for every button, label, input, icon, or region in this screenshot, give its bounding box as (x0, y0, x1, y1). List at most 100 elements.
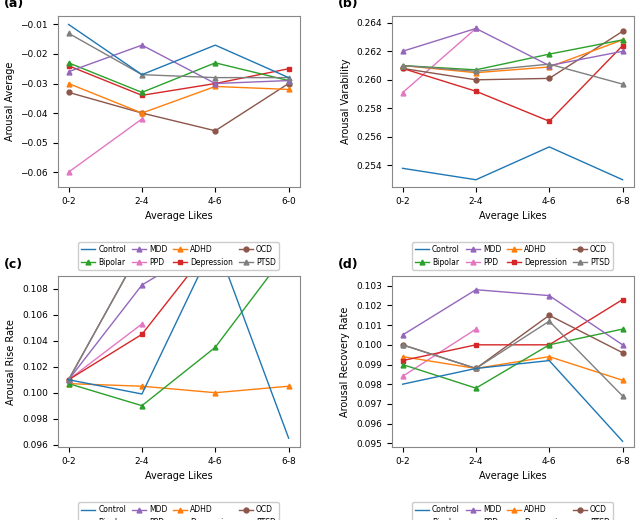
MDD (545, 292, 553, 298)
Control (138, 391, 146, 397)
Line: PTSD: PTSD (400, 319, 625, 398)
Line: PTSD: PTSD (66, 245, 291, 382)
Depression (211, 81, 219, 87)
Line: PPD: PPD (400, 26, 478, 95)
PTSD (399, 62, 406, 69)
PTSD (285, 244, 292, 251)
OCD (619, 28, 627, 34)
Depression (65, 63, 72, 69)
OCD (138, 110, 146, 116)
Control (545, 357, 553, 363)
Depression (399, 66, 406, 72)
Line: Depression: Depression (66, 228, 291, 382)
PPD (399, 89, 406, 96)
Depression (472, 88, 480, 94)
Control (619, 177, 627, 183)
MDD (619, 342, 627, 348)
Control (138, 72, 146, 78)
Bipolar (399, 62, 406, 69)
Line: Control: Control (403, 147, 623, 180)
OCD (472, 366, 480, 372)
Line: Bipolar: Bipolar (66, 248, 291, 408)
Line: ADHD: ADHD (66, 381, 291, 395)
ADHD (65, 381, 72, 387)
OCD (285, 217, 292, 223)
Line: OCD: OCD (66, 81, 291, 133)
ADHD (285, 383, 292, 389)
MDD (138, 282, 146, 288)
PPD (138, 116, 146, 122)
Depression (138, 331, 146, 337)
Line: OCD: OCD (400, 313, 625, 371)
ADHD (472, 70, 480, 76)
Text: (c): (c) (4, 258, 24, 271)
Depression (285, 227, 292, 233)
Line: MDD: MDD (400, 287, 625, 347)
Legend: Control, Bipolar, MDD, PPD, ADHD, Depression, OCD, PTSD: Control, Bipolar, MDD, PPD, ADHD, Depres… (412, 242, 613, 270)
Depression (138, 92, 146, 98)
MDD (211, 81, 219, 87)
Bipolar (399, 361, 406, 368)
Bipolar (545, 342, 553, 348)
ADHD (138, 383, 146, 389)
Line: OCD: OCD (400, 29, 625, 82)
Legend: Control, Bipolar, MDD, PPD, ADHD, Depression, OCD, PTSD: Control, Bipolar, MDD, PPD, ADHD, Depres… (412, 502, 613, 520)
Bipolar (211, 60, 219, 66)
Control (211, 238, 219, 244)
Control (211, 42, 219, 48)
Control (399, 165, 406, 172)
OCD (138, 244, 146, 251)
PTSD (65, 376, 72, 383)
PTSD (285, 74, 292, 81)
OCD (65, 376, 72, 383)
Line: MDD: MDD (66, 43, 291, 86)
Depression (619, 296, 627, 303)
Line: ADHD: ADHD (400, 354, 625, 383)
Control (619, 438, 627, 445)
Depression (545, 118, 553, 124)
ADHD (472, 366, 480, 372)
Line: OCD: OCD (66, 218, 291, 382)
Text: (b): (b) (339, 0, 359, 10)
Line: Bipolar: Bipolar (400, 327, 625, 391)
ADHD (211, 83, 219, 89)
PTSD (619, 81, 627, 87)
Bipolar (138, 89, 146, 96)
MDD (619, 48, 627, 55)
Line: Bipolar: Bipolar (66, 60, 291, 95)
Depression (65, 376, 72, 383)
ADHD (65, 81, 72, 87)
X-axis label: Average Likes: Average Likes (145, 211, 212, 221)
OCD (472, 77, 480, 83)
Line: Depression: Depression (400, 297, 625, 363)
Control (65, 376, 72, 383)
MDD (211, 238, 219, 244)
PTSD (472, 366, 480, 372)
MDD (65, 69, 72, 75)
ADHD (138, 110, 146, 116)
PPD (399, 373, 406, 380)
PPD (65, 376, 72, 383)
Line: ADHD: ADHD (400, 37, 625, 75)
MDD (285, 77, 292, 84)
Control (285, 435, 292, 441)
ADHD (545, 354, 553, 360)
ADHD (545, 64, 553, 70)
Legend: Control, Bipolar, MDD, PPD, ADHD, Depression, OCD, PTSD: Control, Bipolar, MDD, PPD, ADHD, Depres… (78, 242, 279, 270)
Depression (472, 342, 480, 348)
X-axis label: Average Likes: Average Likes (145, 472, 212, 482)
OCD (285, 81, 292, 87)
PTSD (211, 251, 219, 257)
Bipolar (619, 326, 627, 332)
Bipolar (285, 77, 292, 84)
Bipolar (472, 385, 480, 391)
ADHD (619, 377, 627, 383)
ADHD (285, 86, 292, 93)
Line: MDD: MDD (66, 239, 291, 382)
Line: PTSD: PTSD (66, 31, 291, 80)
Y-axis label: Arousal Recovery Rate: Arousal Recovery Rate (340, 306, 351, 417)
PTSD (138, 244, 146, 251)
Line: Control: Control (68, 241, 289, 438)
Text: (a): (a) (4, 0, 24, 10)
PPD (472, 25, 480, 32)
